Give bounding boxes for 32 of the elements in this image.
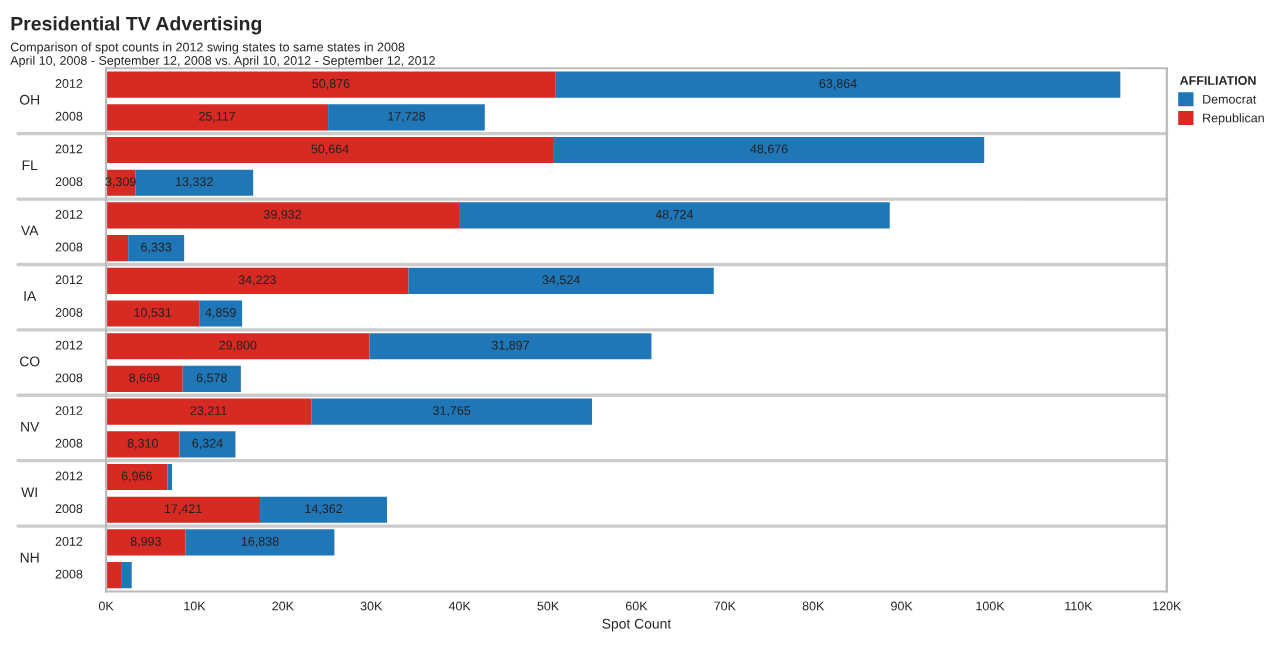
bar [553, 136, 985, 164]
bar [106, 267, 409, 294]
bar [106, 202, 460, 229]
bar [328, 104, 485, 131]
bar [106, 136, 554, 164]
bar [459, 202, 890, 229]
bar [106, 529, 186, 556]
bar [106, 463, 168, 491]
bar [106, 398, 312, 425]
bar [106, 496, 261, 523]
bar [106, 562, 122, 589]
bar [106, 235, 129, 262]
bar [182, 365, 241, 393]
bar [179, 431, 236, 458]
bar [167, 463, 173, 491]
bar [135, 169, 254, 196]
bar [555, 71, 1121, 98]
bar [185, 529, 335, 556]
bar [106, 71, 556, 98]
chart-title: Presidential TV Advertising [11, 16, 262, 35]
bar [106, 431, 180, 458]
bar [121, 562, 132, 589]
bar [106, 104, 329, 131]
bar [106, 333, 370, 360]
bar [106, 365, 183, 393]
bar [106, 300, 200, 327]
bar [369, 333, 652, 360]
bar [199, 300, 243, 327]
bar [311, 398, 593, 425]
bar [408, 267, 714, 294]
bar [260, 496, 388, 523]
bar [128, 235, 185, 262]
